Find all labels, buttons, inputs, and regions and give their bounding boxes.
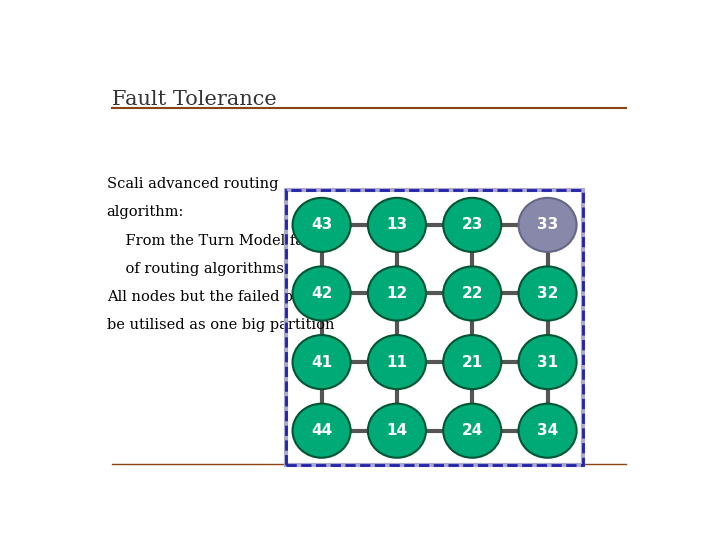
Text: algorithm:: algorithm: (107, 205, 184, 219)
Text: 44: 44 (311, 423, 332, 438)
Text: 12: 12 (386, 286, 408, 301)
Ellipse shape (368, 198, 426, 252)
Ellipse shape (444, 198, 501, 252)
Ellipse shape (518, 404, 577, 458)
Text: 23: 23 (462, 218, 483, 232)
Text: 43: 43 (311, 218, 332, 232)
Ellipse shape (518, 335, 577, 389)
Ellipse shape (368, 404, 426, 458)
Text: Fault Tolerance: Fault Tolerance (112, 90, 277, 109)
Text: Scali advanced routing: Scali advanced routing (107, 177, 278, 191)
Text: 14: 14 (387, 423, 408, 438)
Ellipse shape (292, 335, 351, 389)
Text: 41: 41 (311, 355, 332, 369)
Text: 31: 31 (537, 355, 558, 369)
Ellipse shape (444, 335, 501, 389)
Ellipse shape (368, 335, 426, 389)
Text: 13: 13 (387, 218, 408, 232)
Text: 21: 21 (462, 355, 483, 369)
Text: 22: 22 (462, 286, 483, 301)
Ellipse shape (518, 198, 577, 252)
Ellipse shape (444, 404, 501, 458)
Ellipse shape (368, 266, 426, 321)
Text: All nodes but the failed one can: All nodes but the failed one can (107, 290, 342, 304)
Ellipse shape (518, 266, 577, 321)
Ellipse shape (444, 266, 501, 321)
Ellipse shape (292, 198, 351, 252)
Ellipse shape (292, 266, 351, 321)
Text: 24: 24 (462, 423, 483, 438)
Text: 33: 33 (537, 218, 558, 232)
Ellipse shape (292, 404, 351, 458)
Text: be utilised as one big partition: be utilised as one big partition (107, 319, 334, 333)
Text: 11: 11 (387, 355, 408, 369)
Text: 34: 34 (537, 423, 558, 438)
Text: 42: 42 (311, 286, 332, 301)
Text: From the Turn Model family: From the Turn Model family (107, 234, 335, 248)
Text: of routing algorithms: of routing algorithms (107, 262, 284, 276)
Text: 32: 32 (537, 286, 558, 301)
